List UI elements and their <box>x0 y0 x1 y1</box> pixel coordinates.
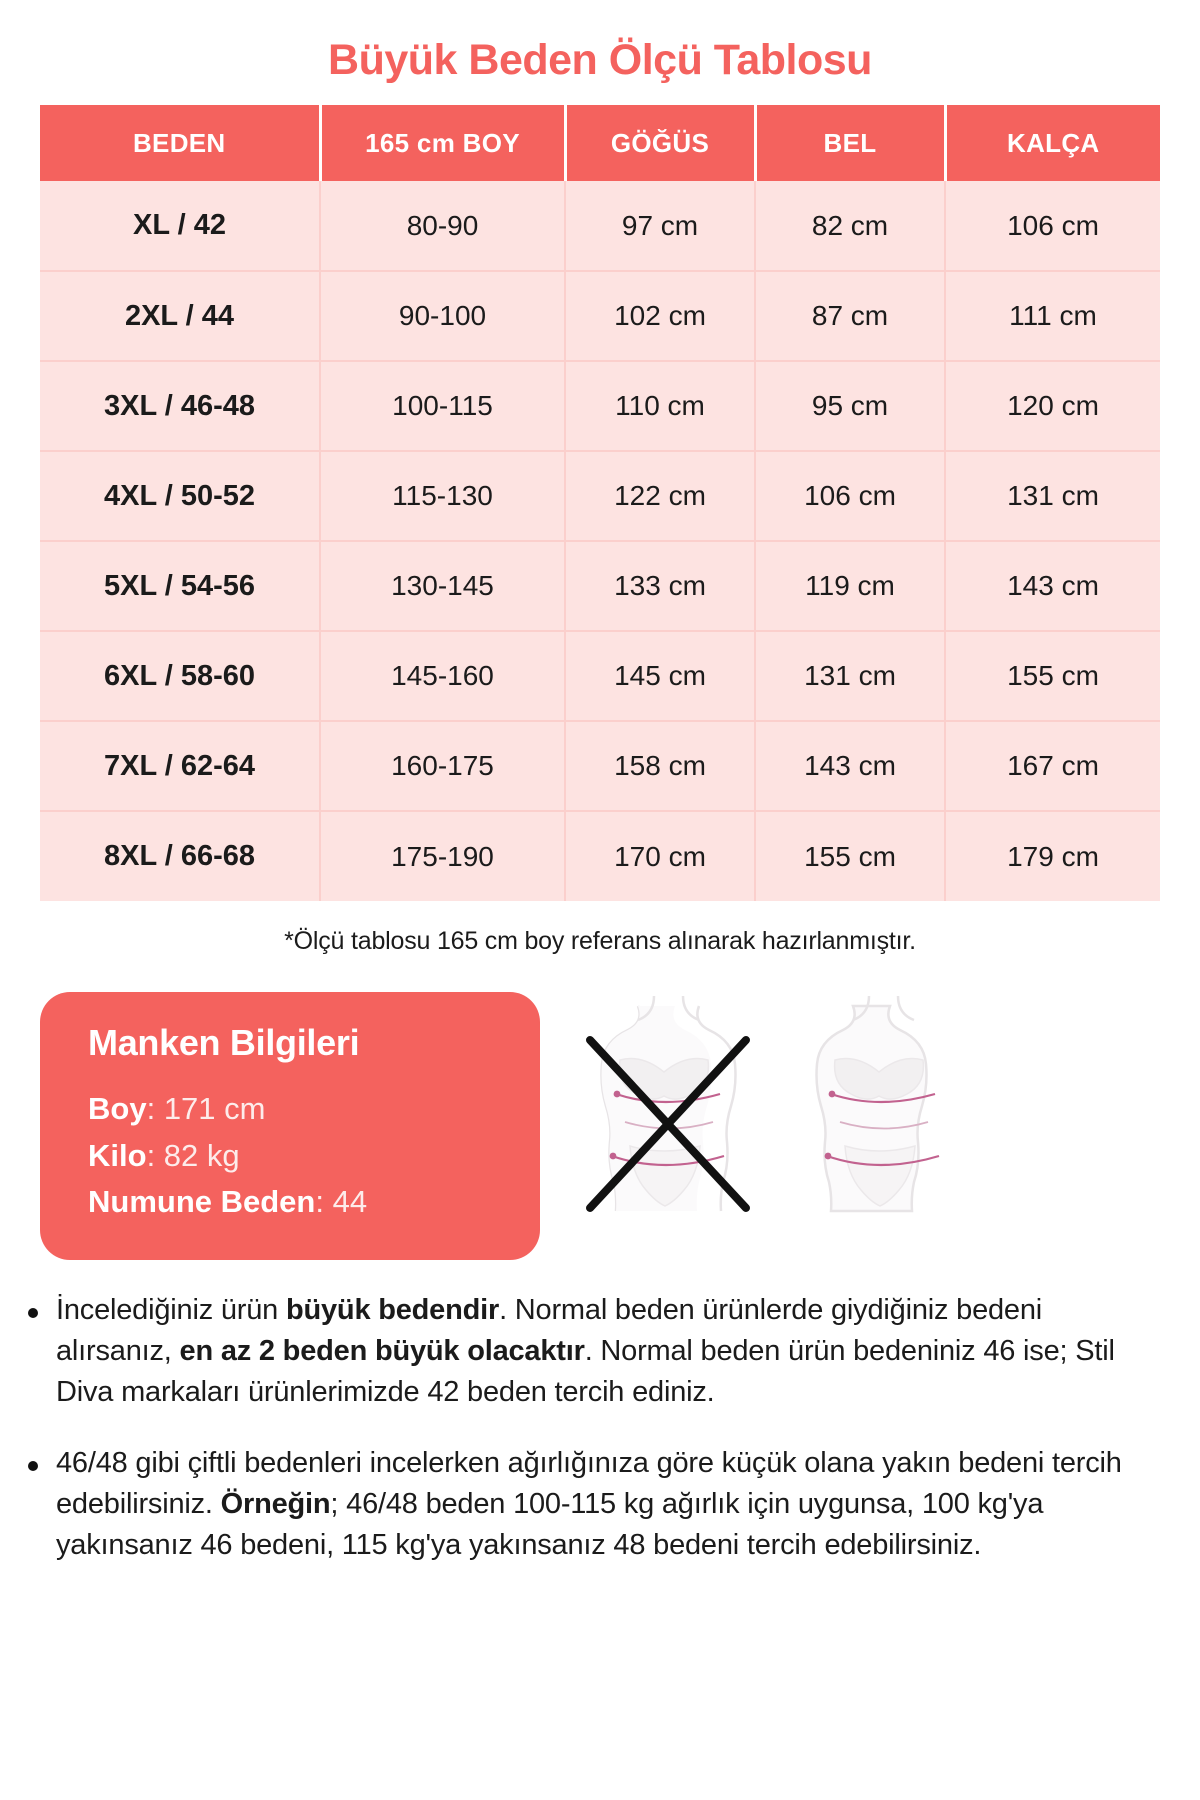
cell-kalca: 167 cm <box>945 721 1160 812</box>
cell-beden: 7XL / 62-64 <box>40 721 321 812</box>
note-emphasis: Örneğin <box>220 1488 331 1521</box>
page-title: Büyük Beden Ölçü Tablosu <box>328 36 872 84</box>
female-torso-icon <box>586 996 750 1212</box>
table-row: 5XL / 54-56 130-145 133 cm 119 cm 143 cm <box>40 541 1160 632</box>
cell-bel: 155 cm <box>755 811 946 901</box>
table-row: XL / 42 80-90 97 cm 82 cm 106 cm <box>40 181 1160 272</box>
note-fragment: ; 46/48 beden 100-115 kg ağırlık için uy… <box>56 1488 1044 1562</box>
cell-kalca: 143 cm <box>945 541 1160 632</box>
model-sep-kilo: : <box>146 1137 164 1173</box>
female-torso-icon <box>815 996 940 1213</box>
cell-boy: 115-130 <box>320 451 566 542</box>
table-row: 8XL / 66-68 175-190 170 cm 155 cm 179 cm <box>40 811 1160 901</box>
model-line-boy: Boy: 171 cm <box>88 1086 504 1133</box>
table-row: 6XL / 58-60 145-160 145 cm 131 cm 155 cm <box>40 631 1160 722</box>
cell-gogus: 133 cm <box>565 541 756 632</box>
cell-gogus: 170 cm <box>565 811 756 901</box>
cell-beden: 2XL / 44 <box>40 271 321 362</box>
cell-bel: 87 cm <box>755 271 946 362</box>
cell-boy: 90-100 <box>320 271 566 362</box>
cell-gogus: 102 cm <box>565 271 756 362</box>
note-emphasis: büyük bedendir <box>285 1293 500 1326</box>
note-item: İncelediğiniz ürün büyük bedendir. Norma… <box>28 1290 1160 1414</box>
note-item: 46/48 gibi çiftli bedenleri incelerken a… <box>28 1443 1160 1567</box>
cell-boy: 145-160 <box>320 631 566 722</box>
note-text: İncelediğiniz ürün büyük bedendir. Norma… <box>56 1290 1160 1414</box>
model-info-card: Manken Bilgileri Boy: 171 cm Kilo: 82 kg… <box>40 992 540 1260</box>
cell-gogus: 158 cm <box>565 721 756 812</box>
cell-gogus: 145 cm <box>565 631 756 722</box>
cell-bel: 106 cm <box>755 451 946 542</box>
column-header-beden: BEDEN <box>40 105 322 181</box>
model-sep-numune-beden: : <box>315 1184 333 1219</box>
size-table: BEDEN 165 cm BOY GÖĞÜS BEL KALÇA XL / 42… <box>40 105 1160 901</box>
model-value-kilo: 82 kg <box>163 1137 240 1173</box>
model-sep-boy: : <box>146 1091 164 1126</box>
cell-beden: XL / 42 <box>40 181 321 272</box>
table-row: 3XL / 46-48 100-115 110 cm 95 cm 120 cm <box>40 361 1160 452</box>
model-label-numune-beden: Numune Beden <box>88 1184 316 1219</box>
cell-boy: 80-90 <box>320 181 566 272</box>
table-footnote: *Ölçü tablosu 165 cm boy referans alınar… <box>284 927 916 955</box>
note-emphasis: en az 2 beden büyük olacaktır <box>179 1334 585 1367</box>
cell-kalca: 155 cm <box>945 631 1160 722</box>
model-info-row: Manken Bilgileri Boy: 171 cm Kilo: 82 kg… <box>0 992 1200 1260</box>
cell-beden: 3XL / 46-48 <box>40 361 321 452</box>
cell-bel: 82 cm <box>755 181 946 272</box>
model-label-boy: Boy <box>88 1091 147 1126</box>
cell-beden: 4XL / 50-52 <box>40 451 321 542</box>
column-header-bel: BEL <box>755 105 947 181</box>
cell-boy: 130-145 <box>320 541 566 632</box>
cell-kalca: 120 cm <box>945 361 1160 452</box>
cell-boy: 175-190 <box>320 811 566 901</box>
cell-beden: 8XL / 66-68 <box>40 811 321 901</box>
cell-kalca: 106 cm <box>945 181 1160 272</box>
bullet-icon <box>28 1307 38 1318</box>
cell-bel: 95 cm <box>755 361 946 452</box>
column-header-kalca: KALÇA <box>945 105 1160 181</box>
model-line-kilo: Kilo: 82 kg <box>88 1133 504 1180</box>
cell-beden: 6XL / 58-60 <box>40 631 321 722</box>
correct-measurement-figure <box>791 996 976 1221</box>
note-fragment: 46/48 gibi çiftli bedenleri incelerken a… <box>56 1447 1122 1521</box>
column-header-gogus: GÖĞÜS <box>565 105 757 181</box>
table-row: 2XL / 44 90-100 102 cm 87 cm 111 cm <box>40 271 1160 362</box>
bullet-icon <box>28 1461 38 1472</box>
model-card-heading: Manken Bilgileri <box>88 1022 360 1063</box>
model-label-kilo: Kilo <box>88 1137 147 1173</box>
note-fragment: . Normal beden ürünlerde giydiğiniz bede… <box>56 1293 1043 1367</box>
note-fragment: İncelediğiniz ürün <box>56 1293 286 1326</box>
cell-boy: 160-175 <box>320 721 566 812</box>
cell-kalca: 111 cm <box>945 271 1160 362</box>
measurement-figures <box>576 996 976 1221</box>
cell-gogus: 122 cm <box>565 451 756 542</box>
model-line-numune-beden: Numune Beden: 44 <box>88 1179 504 1226</box>
model-value-boy: 171 cm <box>163 1091 266 1126</box>
cell-kalca: 179 cm <box>945 811 1160 901</box>
cell-kalca: 131 cm <box>945 451 1160 542</box>
table-header-row: BEDEN 165 cm BOY GÖĞÜS BEL KALÇA <box>40 105 1160 181</box>
cell-bel: 131 cm <box>755 631 946 722</box>
cell-beden: 5XL / 54-56 <box>40 541 321 632</box>
cell-bel: 143 cm <box>755 721 946 812</box>
cell-gogus: 97 cm <box>565 181 756 272</box>
notes-list: İncelediğiniz ürün büyük bedendir. Norma… <box>0 1290 1200 1567</box>
column-header-boy: 165 cm BOY <box>320 105 567 181</box>
note-fragment: . Normal beden ürün bedeniniz 46 ise; St… <box>56 1334 1115 1408</box>
note-text: 46/48 gibi çiftli bedenleri incelerken a… <box>56 1443 1160 1567</box>
cell-boy: 100-115 <box>320 361 566 452</box>
incorrect-measurement-figure <box>576 996 761 1221</box>
table-row: 7XL / 62-64 160-175 158 cm 143 cm 167 cm <box>40 721 1160 812</box>
size-table-container: BEDEN 165 cm BOY GÖĞÜS BEL KALÇA XL / 42… <box>40 105 1160 901</box>
model-value-numune-beden: 44 <box>332 1184 368 1219</box>
cell-bel: 119 cm <box>755 541 946 632</box>
table-row: 4XL / 50-52 115-130 122 cm 106 cm 131 cm <box>40 451 1160 542</box>
cell-gogus: 110 cm <box>565 361 756 452</box>
